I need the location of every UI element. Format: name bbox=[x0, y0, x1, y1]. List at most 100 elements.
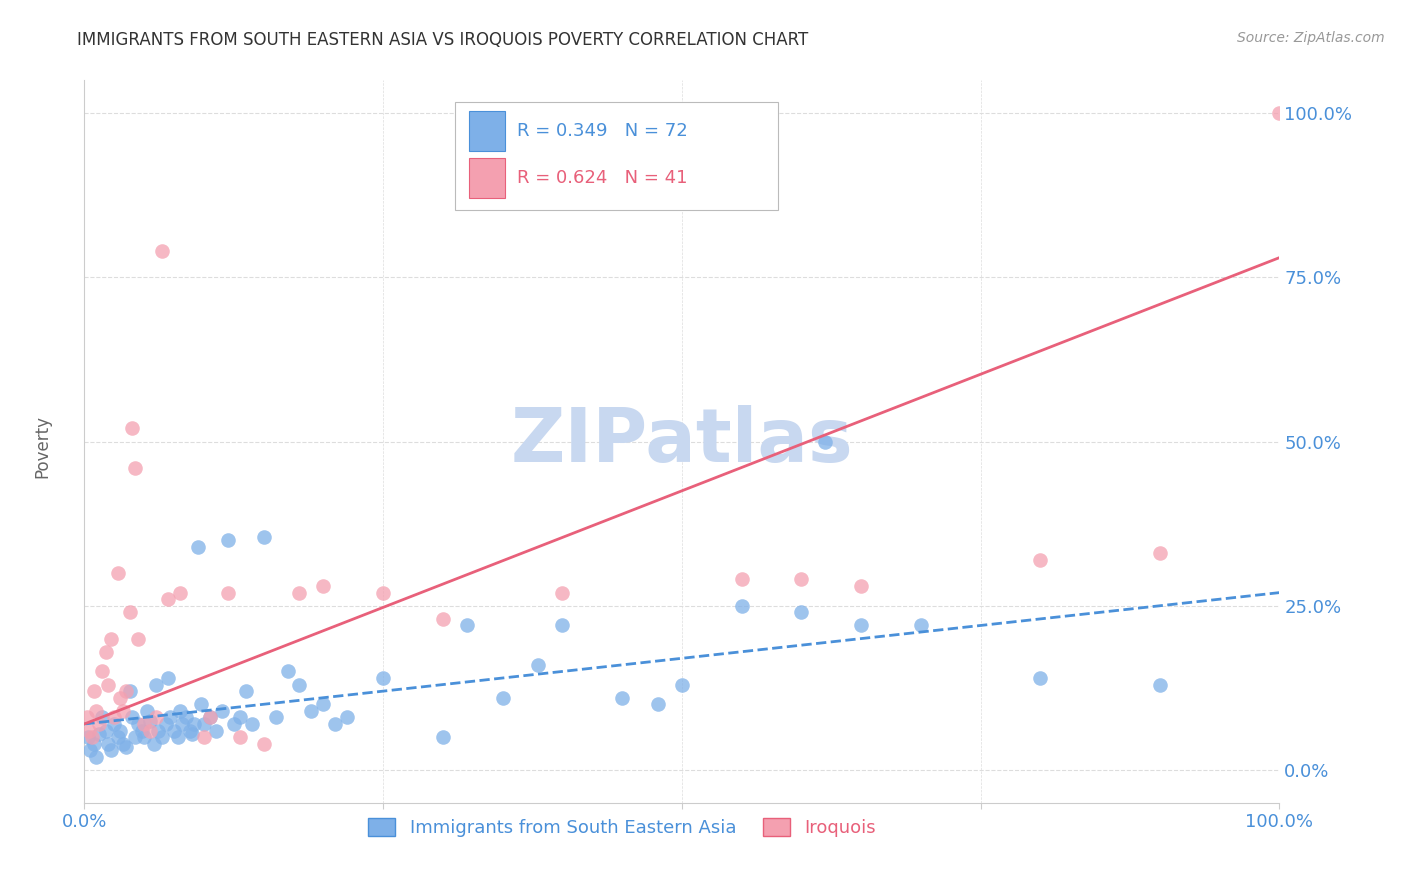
Text: R = 0.624   N = 41: R = 0.624 N = 41 bbox=[517, 169, 688, 186]
Point bbox=[288, 585, 311, 599]
FancyBboxPatch shape bbox=[456, 102, 778, 211]
Point bbox=[456, 618, 478, 632]
Point bbox=[118, 605, 141, 619]
Point bbox=[87, 717, 110, 731]
Point bbox=[910, 618, 932, 632]
FancyBboxPatch shape bbox=[470, 111, 505, 151]
Point bbox=[150, 244, 173, 258]
Point bbox=[187, 540, 209, 554]
Point bbox=[111, 704, 134, 718]
Point bbox=[76, 710, 98, 724]
Point bbox=[814, 434, 837, 449]
Point bbox=[235, 684, 257, 698]
Point bbox=[94, 723, 117, 738]
Point bbox=[229, 710, 252, 724]
Point bbox=[790, 605, 813, 619]
Point bbox=[139, 723, 162, 738]
Point bbox=[100, 743, 122, 757]
Point bbox=[100, 632, 122, 646]
Point bbox=[97, 677, 120, 691]
Point bbox=[373, 671, 395, 685]
Point bbox=[86, 704, 108, 718]
Point bbox=[1268, 106, 1291, 120]
Point bbox=[86, 749, 108, 764]
Point bbox=[312, 698, 335, 712]
Point bbox=[132, 730, 156, 744]
Point bbox=[217, 585, 239, 599]
Point bbox=[157, 671, 180, 685]
Point bbox=[111, 737, 134, 751]
Point bbox=[612, 690, 634, 705]
Point bbox=[336, 710, 359, 724]
Point bbox=[179, 723, 201, 738]
Point bbox=[190, 698, 212, 712]
Point bbox=[325, 717, 347, 731]
Point bbox=[150, 730, 173, 744]
Point bbox=[132, 717, 156, 731]
Point bbox=[217, 533, 239, 547]
Point bbox=[1029, 553, 1052, 567]
Point bbox=[124, 730, 146, 744]
Point bbox=[647, 698, 669, 712]
Point bbox=[118, 684, 141, 698]
Text: R = 0.349   N = 72: R = 0.349 N = 72 bbox=[517, 122, 688, 140]
Point bbox=[312, 579, 335, 593]
Point bbox=[124, 460, 146, 475]
Point bbox=[193, 730, 215, 744]
Point bbox=[115, 684, 138, 698]
Point bbox=[97, 737, 120, 751]
Point bbox=[115, 739, 138, 754]
Point bbox=[1029, 671, 1052, 685]
Point bbox=[211, 704, 233, 718]
Point bbox=[851, 579, 873, 593]
Point bbox=[107, 730, 129, 744]
Point bbox=[83, 737, 105, 751]
Point bbox=[166, 730, 188, 744]
Point bbox=[240, 717, 263, 731]
Point bbox=[87, 727, 110, 741]
Point bbox=[135, 704, 157, 718]
Point bbox=[492, 690, 515, 705]
Point bbox=[551, 618, 574, 632]
Point bbox=[790, 573, 813, 587]
Point bbox=[264, 710, 287, 724]
Point bbox=[169, 704, 191, 718]
Point bbox=[91, 665, 114, 679]
Point bbox=[253, 530, 276, 544]
Point bbox=[157, 592, 180, 607]
Point bbox=[172, 717, 194, 731]
Point bbox=[159, 710, 181, 724]
Point bbox=[301, 704, 323, 718]
Point bbox=[373, 585, 395, 599]
Point bbox=[205, 723, 228, 738]
Point bbox=[1149, 677, 1171, 691]
Point bbox=[671, 677, 693, 691]
Point bbox=[527, 657, 550, 672]
FancyBboxPatch shape bbox=[470, 158, 505, 198]
Point bbox=[277, 665, 299, 679]
Point bbox=[148, 723, 170, 738]
Point bbox=[193, 717, 215, 731]
Legend: Immigrants from South Eastern Asia, Iroquois: Immigrants from South Eastern Asia, Iroq… bbox=[361, 811, 883, 845]
Point bbox=[103, 717, 125, 731]
Point bbox=[83, 684, 105, 698]
Point bbox=[110, 723, 132, 738]
Point bbox=[77, 723, 100, 738]
Point bbox=[731, 599, 754, 613]
Text: ZIPatlas: ZIPatlas bbox=[510, 405, 853, 478]
Point bbox=[127, 632, 149, 646]
Text: Poverty: Poverty bbox=[34, 415, 51, 477]
Point bbox=[1149, 546, 1171, 560]
Point bbox=[183, 717, 205, 731]
Point bbox=[107, 566, 129, 580]
Point bbox=[851, 618, 873, 632]
Point bbox=[94, 645, 117, 659]
Point bbox=[163, 723, 186, 738]
Point bbox=[155, 717, 177, 731]
Point bbox=[103, 710, 125, 724]
Text: Source: ZipAtlas.com: Source: ZipAtlas.com bbox=[1237, 31, 1385, 45]
Point bbox=[253, 737, 276, 751]
Point bbox=[229, 730, 252, 744]
Point bbox=[121, 710, 143, 724]
Point bbox=[731, 573, 754, 587]
